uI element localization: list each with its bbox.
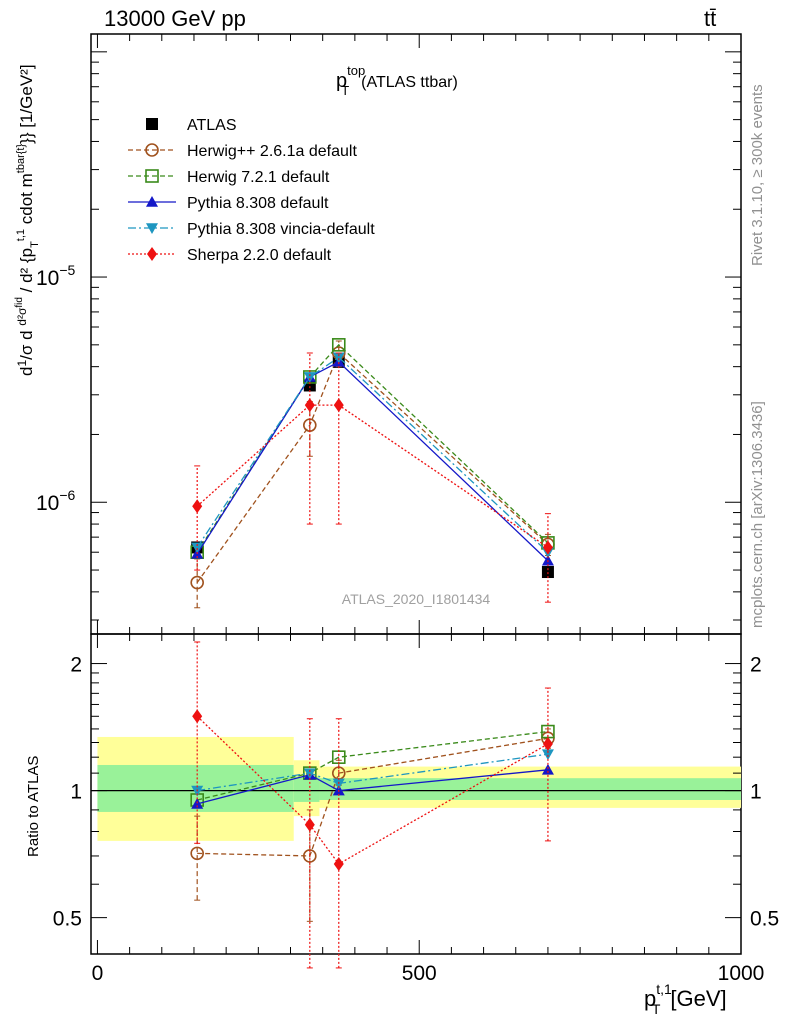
legend-label: Herwig++ 2.6.1a default	[187, 143, 357, 160]
ratio-line	[197, 769, 548, 805]
ratio-bands	[91, 736, 741, 841]
main-point	[331, 338, 346, 352]
legend-label: Pythia 8.308 default	[187, 195, 329, 212]
main-point	[332, 352, 345, 364]
main-point	[191, 542, 204, 554]
analysis-watermark: ATLAS_2020_I1801434	[342, 591, 491, 607]
ratio-line	[197, 753, 549, 792]
axis-ticks	[91, 34, 742, 954]
main-y-label: d1/σ d d²σfid / d² {pTt,1 cdot mtbar{t}}…	[14, 64, 41, 376]
ratio-y-tick-label: 1	[70, 781, 82, 804]
x-tick-label: 0	[92, 962, 104, 985]
ratio-line	[196, 715, 549, 865]
legend-label: Pythia 8.308 vincia-default	[187, 221, 375, 238]
ratio-point	[333, 856, 344, 871]
ratio-line	[197, 737, 549, 857]
page-header-left: 13000 GeV pp	[104, 6, 246, 31]
ratio-point	[192, 709, 203, 724]
main-point	[304, 398, 315, 413]
ratio-y-tick-label-right: 2	[750, 654, 762, 677]
legend-marker	[147, 247, 157, 261]
ratio-point	[190, 846, 204, 861]
stat-band-2	[319, 778, 741, 800]
legend-marker	[145, 143, 159, 157]
ratio-point	[541, 749, 554, 761]
main-line	[196, 343, 549, 553]
main-series	[190, 338, 555, 609]
rivet-label: Rivet 3.1.10, ≥ 300k events	[749, 84, 766, 266]
ratio-series-sherpa-2-2-0-default	[192, 641, 553, 969]
legend-label: Sherpa 2.2.0 default	[187, 247, 332, 264]
main-y-tick-label: 10−5	[36, 262, 76, 290]
legend-marker	[146, 223, 158, 234]
stat-band-1	[293, 776, 320, 802]
main-series-pythia-8-308-default	[191, 355, 554, 566]
ratio-point	[541, 763, 554, 775]
main-y-tick-label: 10−6	[36, 487, 76, 515]
main-point	[190, 575, 204, 590]
ratio-point	[332, 778, 345, 790]
ratio-point	[542, 736, 553, 751]
legend-marker	[146, 196, 158, 207]
page-header-right: tt̄	[704, 6, 717, 31]
main-series-atlas	[191, 355, 554, 579]
legend: ATLAS Herwig++ 2.6.1a default Herwig 7.2.1…	[128, 117, 375, 264]
legend-marker	[145, 169, 159, 183]
x-tick-label: 1000	[718, 962, 765, 985]
main-point	[192, 499, 203, 514]
legend-label: Herwig 7.2.1 default	[187, 169, 330, 186]
ratio-series	[190, 641, 555, 969]
ratio-point	[303, 768, 316, 780]
ratio-y-label: Ratio to ATLAS	[25, 756, 42, 857]
x-axis-label: pt,1 T [GeV]	[644, 981, 727, 1017]
ratio-y-tick-label-right: 1	[750, 781, 762, 804]
main-series-herwig-7-2-1-default	[190, 338, 555, 560]
mcplots-label: mcplots.cern.ch [arXiv:1306.3436]	[749, 401, 766, 628]
main-point	[541, 554, 554, 566]
main-point	[303, 372, 316, 383]
main-line	[196, 351, 549, 583]
main-point	[541, 566, 554, 579]
chart-title: ptop T (ATLAS ttbar)	[336, 63, 458, 98]
x-tick-label: 500	[402, 962, 437, 985]
ratio-point	[304, 817, 315, 832]
legend-marker	[146, 118, 158, 130]
legend-label: ATLAS	[187, 117, 237, 134]
axis-tick-labels: 0 500 1000 10−6 10−5 0.5 0.5 1 1 2 2	[36, 262, 779, 985]
ratio-y-tick-label: 0.5	[53, 908, 82, 931]
main-point	[333, 398, 344, 413]
main-line	[196, 356, 549, 553]
main-line	[196, 404, 549, 548]
ratio-y-tick-label: 2	[70, 654, 82, 677]
main-point	[542, 540, 553, 555]
svg-text:d1/σ d d²σfid / d² {pTt,1 cdot: d1/σ d d²σfid / d² {pTt,1 cdot mtbar{t}}…	[14, 64, 41, 376]
ratio-line	[197, 730, 549, 801]
main-series-sherpa-2-2-0-default	[192, 352, 553, 603]
ratio-y-tick-label-right: 0.5	[750, 908, 779, 931]
main-line	[196, 361, 549, 562]
